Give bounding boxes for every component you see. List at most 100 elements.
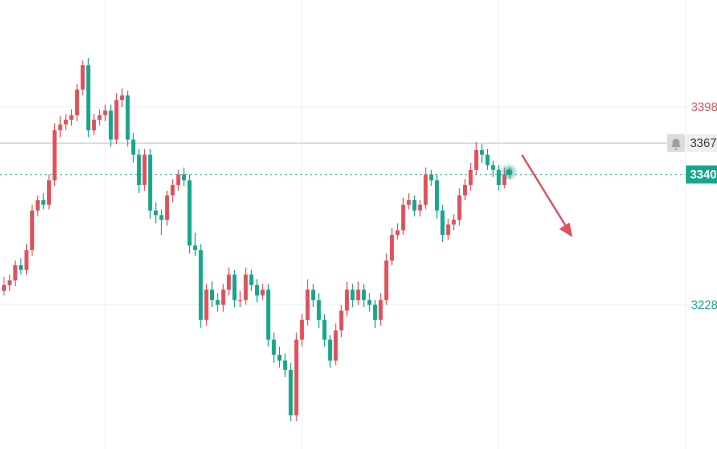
candle-body: [496, 169, 501, 185]
candle-body: [69, 115, 74, 120]
candle-body: [170, 184, 175, 196]
candle-body: [75, 89, 80, 116]
candle-body: [333, 330, 338, 361]
candle-body: [418, 204, 423, 211]
candle-body: [120, 95, 125, 101]
candle-body: [468, 169, 473, 185]
candle-body: [238, 300, 243, 302]
candle-body: [249, 274, 254, 285]
candle-body: [18, 265, 23, 270]
candle-body: [260, 289, 265, 296]
candle-body: [322, 319, 327, 340]
current-dot: [506, 169, 512, 175]
candle-body: [204, 289, 209, 320]
candle-body: [328, 339, 333, 361]
candle-body: [423, 174, 428, 205]
candle-body: [103, 110, 108, 116]
candle-body: [63, 119, 68, 125]
candle-body: [7, 280, 12, 285]
candle-body: [131, 139, 136, 155]
candle-body: [389, 234, 394, 261]
candle-body: [434, 180, 439, 211]
candle-body: [148, 154, 153, 211]
candle-body: [125, 95, 130, 140]
y-tick-label: 3228: [691, 298, 717, 312]
candle-body: [52, 130, 57, 181]
candle-body: [412, 200, 417, 211]
candle-body: [153, 210, 158, 216]
candle-body: [451, 219, 456, 225]
current-label-box: [686, 165, 717, 184]
candle-body: [406, 200, 411, 205]
candle-body: [215, 300, 220, 305]
candle-body: [479, 150, 484, 155]
candle-body: [491, 165, 496, 170]
candle-body: [193, 245, 198, 251]
candle-body: [463, 184, 468, 196]
candle-body: [86, 65, 91, 131]
candle-body: [2, 284, 6, 291]
candle-body: [316, 300, 321, 320]
candle-body: [97, 115, 102, 120]
candle-body: [221, 289, 226, 305]
candle-body: [159, 215, 164, 220]
candle-body: [35, 200, 40, 211]
candle-body: [457, 195, 462, 220]
candle-body: [440, 210, 445, 235]
candle-body: [210, 289, 215, 301]
candle-body: [378, 300, 383, 320]
candle-body: [266, 289, 271, 340]
alert-label: 3367: [690, 136, 717, 150]
candle-body: [395, 230, 400, 235]
candle-body: [114, 100, 119, 140]
alert-label-box: [686, 134, 717, 153]
candle-body: [46, 180, 51, 205]
candle-body: [198, 250, 203, 320]
candle-body: [243, 274, 248, 301]
y-tick-label: 3398: [691, 100, 717, 114]
plot: [0, 58, 686, 422]
candle-body: [58, 124, 63, 131]
candle-body: [305, 289, 310, 320]
arrow-line: [521, 154, 568, 229]
candle-body: [361, 289, 366, 301]
candle-body: [226, 274, 231, 290]
candle-body: [401, 204, 406, 231]
candle-body: [136, 154, 141, 185]
candle-body: [187, 180, 192, 246]
candle-body: [80, 65, 85, 90]
candle-body: [232, 274, 237, 301]
candle-body: [30, 210, 35, 251]
arrow-head: [559, 222, 573, 237]
candle-body: [181, 174, 186, 181]
current-label: 3340: [690, 168, 717, 182]
candle-body: [255, 284, 259, 296]
candle-body: [299, 319, 304, 340]
candle-body: [283, 360, 288, 370]
vertical-grid: [104, 0, 687, 449]
candle-body: [176, 174, 181, 185]
candle-body: [339, 310, 344, 331]
candle-body: [311, 289, 316, 301]
candle-body: [271, 339, 276, 355]
candle-body: [344, 289, 349, 311]
candle-body: [350, 289, 355, 301]
candle-body: [41, 200, 46, 205]
candle-body: [142, 154, 147, 185]
candle-body: [373, 304, 378, 320]
candle-body: [485, 154, 490, 166]
candle-body: [277, 354, 282, 361]
candle-body: [429, 174, 434, 181]
candle-body: [165, 195, 170, 220]
candle-body: [91, 119, 96, 131]
bell-icon: [671, 138, 681, 150]
candle-body: [288, 369, 293, 416]
candle-body: [108, 110, 113, 140]
candle-body: [13, 265, 18, 281]
candle-body: [24, 250, 29, 270]
candle-body: [294, 339, 299, 416]
candle-body: [446, 224, 451, 235]
candle-body: [384, 260, 389, 301]
candle-body: [474, 150, 479, 170]
